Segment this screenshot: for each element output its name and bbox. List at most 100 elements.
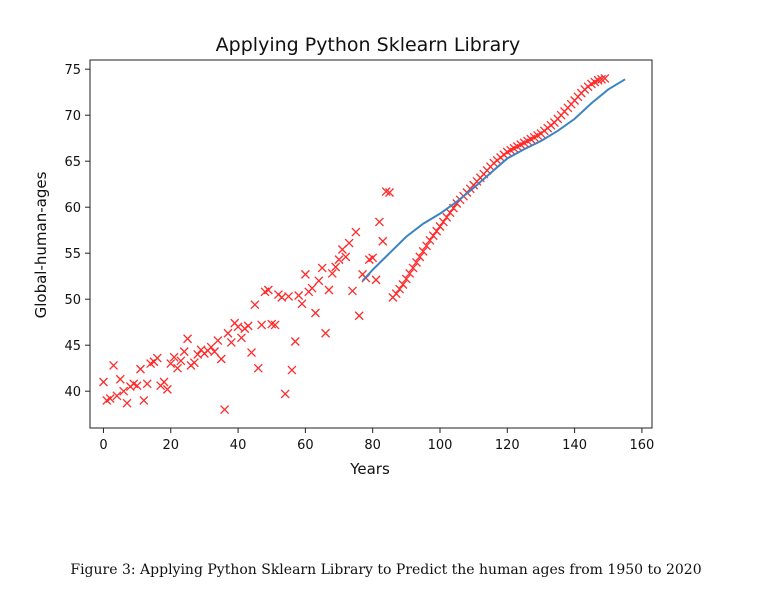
- data-point-x-marker: [236, 333, 246, 343]
- x-tick-label: 120: [495, 438, 520, 453]
- data-point-x-marker: [136, 364, 145, 374]
- data-point-x-marker: [593, 75, 603, 85]
- data-point-x-marker: [189, 358, 199, 368]
- data-point-x-marker: [112, 391, 122, 401]
- data-point-x-marker: [247, 348, 256, 358]
- plot-marks: 0 20 40 60 80 100 120 140 160 40 45 50 55 60 65 70 75: [64, 59, 654, 453]
- data-point-x-marker: [418, 246, 428, 256]
- regression-line: [361, 78, 626, 282]
- x-tick-label: 100: [428, 438, 453, 453]
- data-point-x-marker: [351, 227, 361, 237]
- scatter-chart: Applying Python Sklearn Library Years Gl…: [32, 34, 654, 478]
- data-point-x-marker: [371, 275, 381, 285]
- data-point-x-marker: [162, 384, 172, 394]
- y-tick-label: 60: [64, 201, 81, 216]
- figure-caption: Figure 3: Applying Python Sklearn Librar…: [70, 562, 702, 578]
- data-point-x-marker: [99, 377, 108, 387]
- chart-figure: Applying Python Sklearn Library Years Gl…: [32, 34, 654, 478]
- data-point-x-marker: [280, 389, 290, 399]
- y-tick-label: 45: [64, 339, 81, 354]
- data-point-x-marker: [411, 257, 421, 267]
- data-point-x-marker: [226, 337, 236, 347]
- data-point-x-marker: [344, 238, 354, 248]
- data-point-x-marker: [597, 74, 606, 84]
- data-point-x-marker: [173, 363, 182, 373]
- data-point-x-marker: [422, 241, 431, 251]
- data-point-x-marker: [267, 319, 277, 329]
- data-point-x-marker: [284, 291, 294, 301]
- data-point-x-marker: [115, 374, 125, 384]
- data-point-x-marker: [405, 268, 415, 278]
- data-point-x-marker: [311, 308, 320, 318]
- y-tick-label: 75: [64, 63, 81, 78]
- data-point-x-marker: [290, 337, 300, 346]
- x-tick-label: 80: [364, 438, 381, 453]
- data-point-x-marker: [223, 328, 233, 338]
- x-tick-label: 140: [562, 438, 587, 453]
- data-point-x-marker: [442, 212, 452, 222]
- data-point-x-marker: [341, 252, 351, 262]
- data-point-x-marker: [287, 365, 297, 375]
- data-point-x-marker: [253, 363, 263, 373]
- data-point-x-marker: [297, 299, 307, 309]
- data-point-x-marker: [307, 283, 317, 293]
- y-tick-label: 40: [64, 385, 81, 400]
- data-point-x-marker: [132, 381, 142, 391]
- data-point-x-marker: [321, 328, 331, 338]
- data-point-x-marker: [179, 347, 189, 357]
- data-point-x-marker: [109, 360, 119, 370]
- x-axis-label: Years: [349, 460, 390, 478]
- y-tick-label: 70: [64, 109, 81, 124]
- data-point-x-marker: [243, 321, 253, 331]
- data-point-x-marker: [294, 291, 304, 300]
- chart-title: Applying Python Sklearn Library: [216, 34, 521, 56]
- x-tick-label: 60: [297, 438, 314, 453]
- data-point-x-marker: [408, 263, 418, 273]
- data-point-x-marker: [317, 263, 327, 273]
- y-tick-label: 50: [64, 293, 81, 308]
- data-point-x-marker: [428, 231, 438, 241]
- data-point-x-marker: [233, 322, 243, 332]
- data-point-x-marker: [122, 398, 132, 408]
- plot-frame: [89, 59, 653, 429]
- y-tick-label: 55: [64, 247, 81, 262]
- data-point-x-marker: [216, 354, 226, 364]
- data-point-x-marker: [354, 311, 364, 321]
- data-point-x-marker: [152, 353, 162, 363]
- data-point-x-marker: [385, 188, 394, 197]
- x-tick-label: 40: [230, 438, 247, 453]
- data-point-x-marker: [220, 405, 230, 415]
- data-point-x-marker: [210, 347, 219, 357]
- data-point-x-marker: [432, 226, 442, 236]
- data-point-x-marker: [348, 286, 357, 296]
- data-point-x-marker: [398, 280, 408, 289]
- data-point-x-marker: [374, 217, 384, 227]
- y-axis-label: Global-human-ages: [32, 171, 50, 318]
- data-point-x-marker: [378, 236, 388, 246]
- data-point-x-marker: [257, 320, 267, 330]
- data-point-x-marker: [213, 336, 223, 346]
- data-point-x-marker: [438, 217, 448, 227]
- data-point-x-marker: [391, 289, 401, 299]
- y-tick-label: 65: [64, 155, 81, 170]
- data-point-x-marker: [270, 320, 280, 330]
- data-point-x-marker: [105, 394, 115, 404]
- x-tick-label: 160: [629, 438, 654, 453]
- data-point-x-marker: [334, 255, 344, 265]
- data-point-x-marker: [142, 379, 152, 389]
- data-point-x-marker: [169, 352, 179, 362]
- data-point-x-marker: [250, 300, 260, 310]
- data-point-x-marker: [368, 253, 378, 263]
- x-tick-label: 0: [99, 438, 107, 453]
- data-point-x-marker: [425, 235, 435, 245]
- data-point-x-marker: [600, 73, 610, 83]
- data-point-x-marker: [381, 187, 391, 197]
- data-point-x-marker: [331, 262, 341, 272]
- data-point-x-marker: [395, 284, 405, 294]
- data-point-x-marker: [119, 386, 129, 396]
- data-point-x-marker: [415, 252, 425, 262]
- data-point-x-marker: [435, 222, 445, 231]
- data-point-x-marker: [401, 274, 411, 284]
- data-point-x-marker: [327, 268, 337, 278]
- data-point-x-marker: [314, 276, 324, 286]
